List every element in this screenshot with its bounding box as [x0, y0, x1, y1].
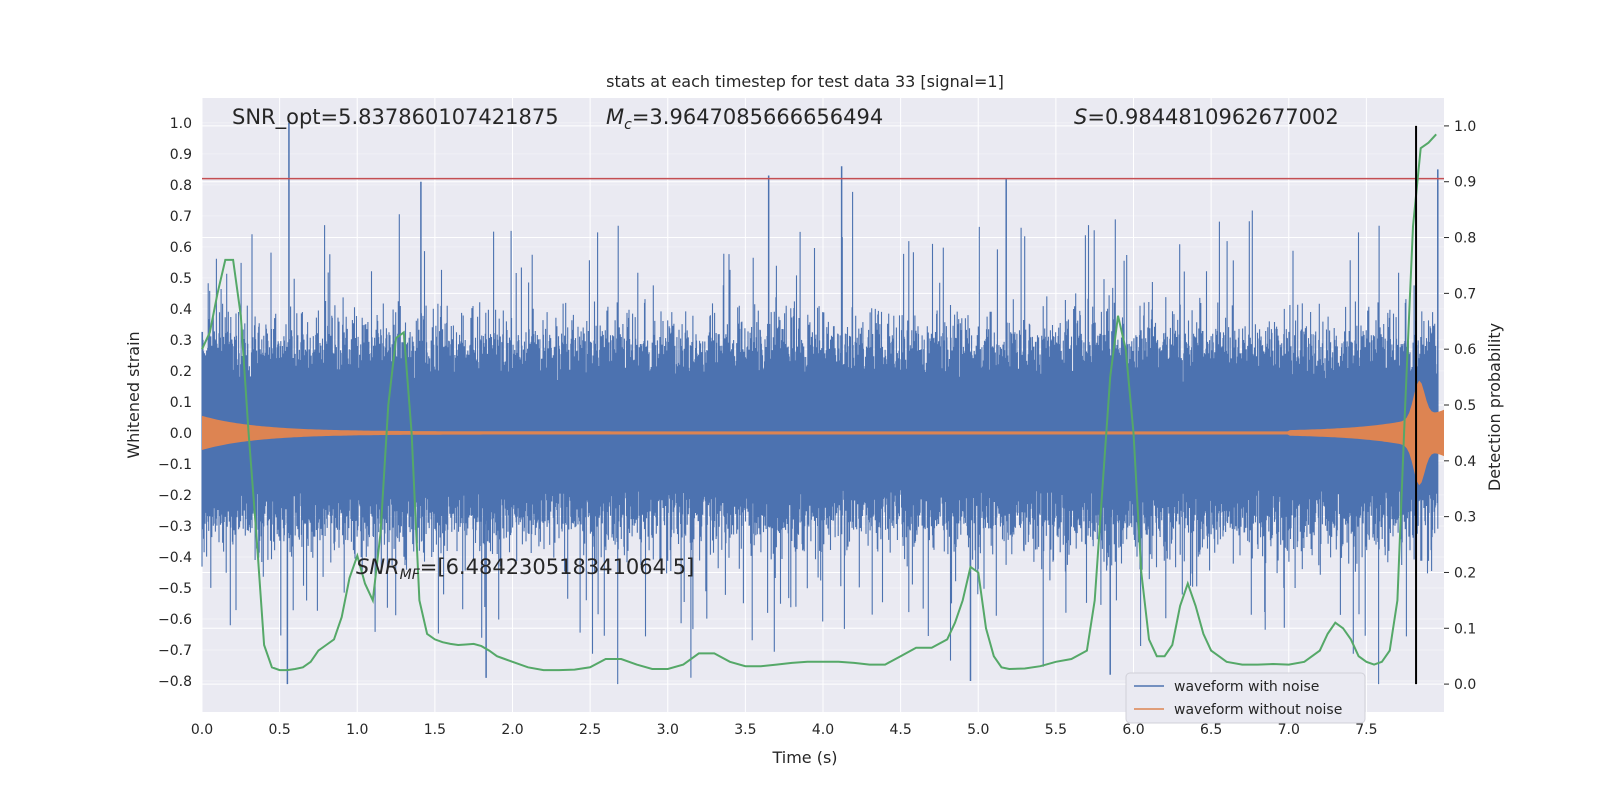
chart-title: stats at each timestep for test data 33 … — [606, 72, 1004, 91]
x-tick-label: 5.5 — [1045, 722, 1067, 738]
x-tick-label: 5.0 — [967, 722, 989, 738]
x-tick-label: 1.0 — [346, 722, 368, 738]
y-tick-label: 0.8 — [170, 178, 192, 194]
y-axis-ticks: 1.0 0.9 0.8 0.7 0.6 0.5 0.4 0.3 0.2 0.1 0.0 −0.1 −0.… — [158, 116, 192, 690]
y-tick-label: 0.2 — [170, 364, 192, 380]
y-tick-label: 0.5 — [170, 271, 192, 287]
y2-tick-label: 1.0 — [1454, 119, 1476, 135]
y-tick-label: 1.0 — [170, 116, 192, 132]
x-tick-label: 0.0 — [191, 722, 213, 738]
chirp-mass-annotation: Mc=3.9647085666656494 — [606, 105, 883, 133]
y2-axis-ticks: 1.0 0.9 0.8 0.7 0.6 0.5 0.4 0.3 0.2 0.1 0.0 — [1444, 119, 1476, 693]
x-tick-label: 6.5 — [1200, 722, 1222, 738]
chirp-mass-symbol: M — [606, 105, 624, 129]
detection-probability-line — [201, 133, 1437, 672]
x-axis-ticks: 0.0 0.5 1.0 1.5 2.0 2.5 3.0 3.5 4.0 4.5 5.0 5.5 6.0 6… — [191, 722, 1378, 738]
y-tick-label: −0.3 — [158, 519, 192, 535]
clean-waveform-envelope — [202, 380, 1444, 486]
x-tick-label: 7.5 — [1355, 722, 1377, 738]
y-tick-label: 0.1 — [170, 395, 192, 411]
x-tick-label: 6.0 — [1122, 722, 1144, 738]
y2-tick-label: 0.8 — [1454, 231, 1476, 247]
legend-label-clean: waveform without noise — [1174, 702, 1342, 718]
score-annotation: S=0.9844810962677002 — [1074, 105, 1339, 129]
y2-tick-label: 0.6 — [1454, 342, 1476, 358]
y2-tick-label: 0.0 — [1454, 677, 1476, 693]
y2-tick-label: 0.5 — [1454, 398, 1476, 414]
y2-tick-label: 0.4 — [1454, 454, 1476, 470]
y-tick-label: −0.8 — [158, 674, 192, 690]
y-tick-label: −0.6 — [158, 612, 192, 628]
y2-tick-label: 0.7 — [1454, 286, 1476, 302]
x-tick-label: 3.5 — [734, 722, 756, 738]
detection-probability-series — [201, 133, 1437, 672]
x-tick-label: 1.5 — [424, 722, 446, 738]
y-tick-label: −0.2 — [158, 488, 192, 504]
y2-tick-label: 0.9 — [1454, 175, 1476, 191]
score-symbol: S — [1074, 105, 1087, 129]
x-tick-label: 3.0 — [657, 722, 679, 738]
snr-mf-value: =[6.484230518341064 5] — [420, 555, 694, 579]
y-tick-label: −0.4 — [158, 550, 192, 566]
y2-tick-label: 0.3 — [1454, 510, 1476, 526]
y-axis-label: Whitened strain — [124, 331, 143, 458]
score-value: =0.9844810962677002 — [1087, 105, 1338, 129]
chirp-mass-value: =3.9647085666656494 — [632, 105, 883, 129]
waveform-without-noise-series — [202, 380, 1444, 486]
x-tick-label: 7.0 — [1278, 722, 1300, 738]
y-tick-label: 0.7 — [170, 209, 192, 225]
x-tick-label: 2.5 — [579, 722, 601, 738]
y-tick-label: −0.5 — [158, 581, 192, 597]
y2-axis-label: Detection probability — [1485, 323, 1504, 491]
y2-tick-label: 0.1 — [1454, 621, 1476, 637]
snr-mf-subscript: MF — [400, 567, 421, 583]
snr-mf-annotation: SNRMF=[6.484230518341064 5] — [356, 555, 694, 583]
x-axis-label: Time (s) — [771, 748, 837, 767]
snr-mf-symbol: SNR — [356, 555, 400, 579]
legend: waveform with noise waveform without noi… — [1125, 672, 1366, 724]
x-tick-label: 4.5 — [889, 722, 911, 738]
x-tick-label: 0.5 — [268, 722, 290, 738]
legend-label-noise: waveform with noise — [1174, 679, 1319, 695]
y-tick-label: 0.9 — [170, 147, 192, 163]
x-tick-label: 2.0 — [501, 722, 523, 738]
y2-tick-label: 0.2 — [1454, 565, 1476, 581]
y-tick-label: 0.6 — [170, 240, 192, 256]
y-tick-label: 0.4 — [170, 302, 192, 318]
y-tick-label: 0.0 — [170, 426, 192, 442]
y-tick-label: −0.7 — [158, 643, 192, 659]
chirp-mass-subscript: c — [624, 117, 632, 133]
y-tick-label: 0.3 — [170, 333, 192, 349]
snr-opt-annotation: SNR_opt=5.837860107421875 — [232, 105, 559, 130]
y-tick-label: −0.1 — [158, 457, 192, 473]
x-tick-label: 4.0 — [812, 722, 834, 738]
legend-box — [1125, 672, 1366, 724]
